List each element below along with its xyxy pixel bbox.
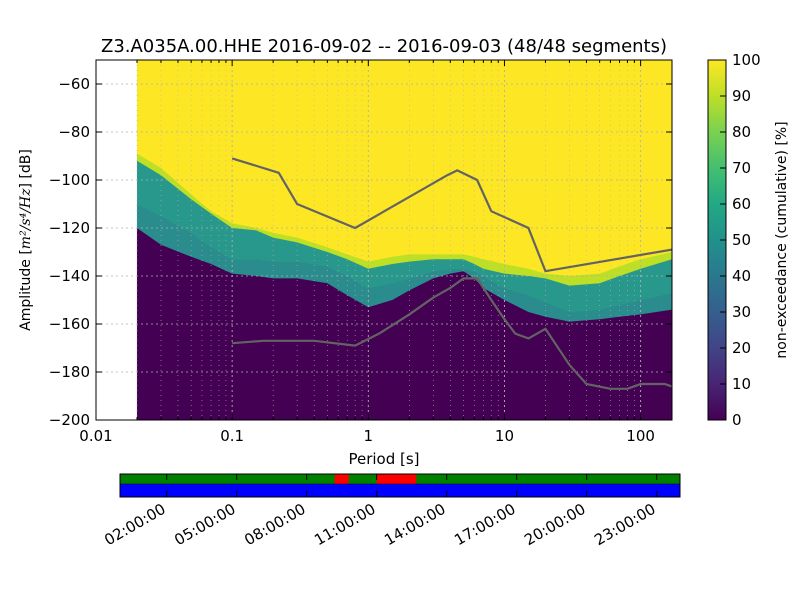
y-axis-label-suffix: ] [dB] bbox=[18, 149, 34, 188]
colorbar-tick-label: 10 bbox=[732, 375, 751, 393]
x-axis-ticks: 0.01 0.1 1 10 100 bbox=[79, 60, 655, 445]
series-line-1 bbox=[232, 277, 672, 390]
colorbar-tick-label: 20 bbox=[732, 339, 751, 357]
x-axis-label: Period [s] bbox=[348, 450, 419, 468]
colorbar-tick-label: 100 bbox=[732, 51, 761, 69]
x-tick-label: 100 bbox=[626, 427, 655, 445]
ppsd-plot: 0.01 0.1 1 10 100 −200 −180 −160 −140 −120 −100 −8… bbox=[49, 59, 673, 445]
colorbar-tick-label: 0 bbox=[732, 411, 742, 429]
timeline-tick-label: 02:00:00 bbox=[101, 500, 168, 549]
timeline-tick-label: 17:00:00 bbox=[451, 500, 518, 549]
plot-frame bbox=[95, 59, 673, 421]
y-tick-label: −180 bbox=[49, 363, 90, 381]
heatmap-low-band bbox=[136, 228, 672, 420]
plot-grid bbox=[96, 60, 672, 420]
timeline-tick-label: 20:00:00 bbox=[521, 500, 588, 549]
timeline-tick-label: 05:00:00 bbox=[171, 500, 238, 549]
colorbar-tick-label: 30 bbox=[732, 303, 751, 321]
y-axis-label-prefix: Amplitude [ bbox=[18, 249, 34, 331]
y-tick-label: −200 bbox=[49, 411, 90, 429]
y-tick-label: −100 bbox=[49, 171, 90, 189]
ppsd-series bbox=[231, 157, 672, 390]
colorbar-tick-label: 50 bbox=[732, 231, 751, 249]
timeline-tick-label: 08:00:00 bbox=[241, 500, 308, 549]
timeline-gap bbox=[376, 474, 417, 484]
colorbar-tick-label: 60 bbox=[732, 195, 751, 213]
x-tick-label: 1 bbox=[364, 427, 374, 445]
y-tick-label: −120 bbox=[49, 219, 90, 237]
timeline-gap bbox=[334, 474, 349, 484]
colorbar-label: non-exceedance (cumulative) [%] bbox=[774, 121, 790, 358]
timeline-gaps bbox=[334, 474, 417, 484]
colorbar-tick-label: 90 bbox=[732, 87, 751, 105]
timeline-tick-label: 14:00:00 bbox=[381, 500, 448, 549]
y-tick-label: −60 bbox=[58, 75, 90, 93]
y-tick-label: −80 bbox=[58, 123, 90, 141]
timeline-bottom-bar bbox=[120, 484, 680, 497]
colorbar-tick-label: 40 bbox=[732, 267, 751, 285]
timeline-tick-label: 23:00:00 bbox=[591, 500, 658, 549]
ppsd-heatmap bbox=[136, 60, 672, 420]
colorbar-ticks: 0 10 20 30 40 50 60 70 80 90 100 bbox=[720, 51, 761, 429]
y-axis-label: Amplitude [m²/s⁴/Hz] [dB] bbox=[18, 149, 34, 331]
chart-title: Z3.A035A.00.HHE 2016-09-02 -- 2016-09-03… bbox=[101, 36, 667, 57]
x-tick-label: 10 bbox=[495, 427, 514, 445]
x-tick-label: 0.1 bbox=[220, 427, 244, 445]
timeline-tick-label: 11:00:00 bbox=[311, 500, 378, 549]
series-line-0 bbox=[231, 157, 672, 273]
x-tick-label: 0.01 bbox=[79, 427, 112, 445]
timeline: 02:00:00 05:00:00 08:00:00 11:00:00 14:00:00… bbox=[101, 473, 681, 549]
timeline-frame bbox=[119, 473, 681, 498]
colorbar: 0 10 20 30 40 50 60 70 80 90 100 non-exceedance (c… bbox=[707, 51, 790, 429]
colorbar-tick-label: 70 bbox=[732, 159, 751, 177]
y-tick-label: −140 bbox=[49, 267, 90, 285]
colorbar-tick-label: 80 bbox=[732, 123, 751, 141]
y-axis-ticks: −200 −180 −160 −140 −120 −100 −80 −60 bbox=[49, 75, 672, 429]
y-axis-label-units: m²/s⁴/Hz bbox=[18, 188, 34, 249]
y-tick-label: −160 bbox=[49, 315, 90, 333]
